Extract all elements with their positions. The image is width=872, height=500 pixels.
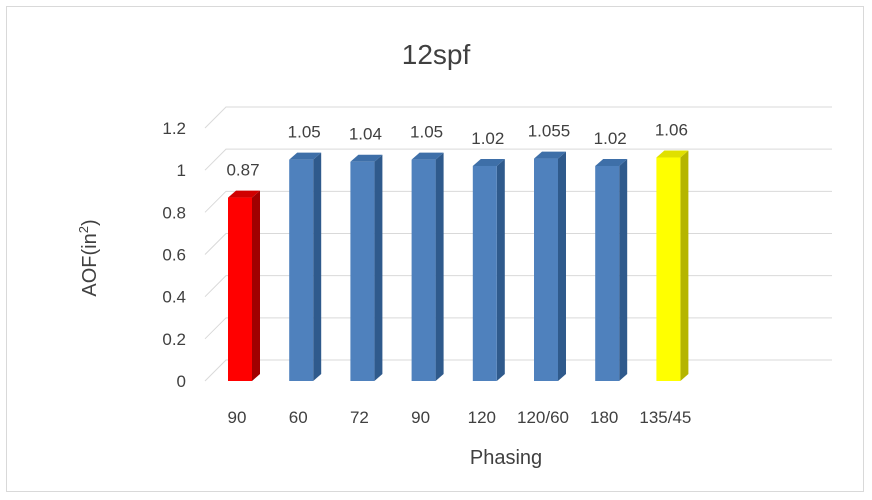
y-axis-ticks: 0 0.2 0.4 0.6 0.8 1 1.2 [162, 119, 186, 391]
x-tick-label: 180 [590, 408, 618, 427]
y-tick-label: 0.2 [162, 330, 186, 349]
bar [228, 190, 260, 381]
bar-top [534, 151, 566, 159]
y-tick-label: 1 [177, 161, 186, 180]
bar-top [656, 150, 689, 158]
bar-front [534, 158, 558, 381]
y-tick-label: 0.4 [162, 288, 186, 307]
bar-side [435, 152, 444, 381]
bar [534, 151, 566, 381]
data-label: 1.02 [594, 129, 627, 148]
y-tick-label: 0.6 [162, 246, 186, 265]
x-tick-label: 135/45 [639, 408, 691, 427]
data-label: 1.05 [288, 123, 321, 142]
data-label: 1.06 [655, 121, 688, 140]
y-axis-title-superscript: 2 [76, 226, 91, 233]
y-axis-title-close: ) [79, 219, 101, 226]
data-label: 0.87 [226, 161, 259, 180]
bar-top [350, 154, 383, 162]
bar-front [228, 197, 252, 381]
y-tick-label: 1.2 [162, 119, 186, 138]
bar-front [656, 157, 681, 381]
gridline [204, 317, 832, 340]
bar [656, 150, 689, 381]
gridline [204, 275, 832, 298]
bar [472, 158, 505, 381]
x-tick-label: 72 [350, 408, 369, 427]
gridline [204, 190, 832, 213]
bar-side [680, 150, 689, 381]
x-tick-label: 120/60 [517, 408, 569, 427]
data-labels: 0.87 1.05 1.04 1.05 1.02 1.055 1.02 1.06 [226, 121, 687, 180]
bar-top [411, 152, 444, 160]
x-axis-title: Phasing [470, 447, 542, 469]
bar [350, 154, 383, 381]
bar-top [472, 158, 505, 166]
x-tick-label: 90 [228, 408, 247, 427]
bar-side [374, 154, 383, 381]
y-tick-label: 0 [177, 372, 186, 391]
bar-front [289, 159, 314, 381]
x-tick-label: 120 [468, 408, 496, 427]
bar-top [595, 158, 628, 166]
gridline [204, 106, 832, 129]
bar-top [289, 152, 322, 160]
x-tick-label: 60 [289, 408, 308, 427]
data-label: 1.04 [349, 125, 382, 144]
bar [289, 152, 322, 381]
y-tick-label: 0.8 [162, 203, 186, 222]
data-label: 1.055 [528, 122, 571, 141]
bar-side [558, 151, 566, 381]
gridline [204, 359, 832, 382]
data-label: 1.02 [471, 129, 504, 148]
data-label: 1.05 [410, 123, 443, 142]
chart-title: 12spf [402, 39, 471, 70]
gridline [204, 148, 832, 171]
bar-side [496, 158, 505, 381]
y-axis-title-main: AOF(in [79, 233, 101, 296]
bar-top [228, 190, 260, 198]
bar-front [472, 165, 497, 381]
x-axis-ticks: 90 60 72 90 120 120/60 180 135/45 [228, 408, 692, 427]
gridline [204, 233, 832, 255]
bar-front [350, 161, 375, 381]
bar-front [411, 159, 436, 381]
bar-front [595, 165, 620, 381]
bar [595, 158, 628, 381]
x-tick-label: 90 [411, 408, 430, 427]
bars [228, 150, 689, 381]
bar-side [619, 158, 628, 381]
bar-side [313, 152, 322, 381]
gridlines [204, 106, 832, 382]
bar [411, 152, 444, 381]
bar-side [252, 190, 260, 381]
y-axis-title: AOF(in2) [76, 219, 101, 296]
